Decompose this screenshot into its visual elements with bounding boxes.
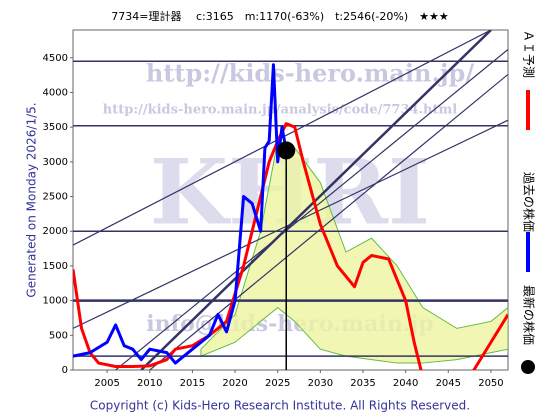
latest-point — [277, 141, 296, 160]
legend-label: 過去の株価 — [522, 172, 537, 232]
x-tick-label: 2050 — [478, 378, 503, 389]
footer: Copyright (c) Kids-Hero Research Institu… — [90, 399, 470, 413]
y-tick-label: 3500 — [43, 122, 68, 133]
chart-title: 7734=理計器 c:3165 m:1170(-63%) t:2546(-20%… — [111, 9, 449, 23]
y-tick-label: 1500 — [43, 261, 68, 272]
y-tick-label: 2500 — [43, 192, 68, 203]
y-tick-label: 3000 — [43, 157, 68, 168]
y-tick-label: 4500 — [43, 53, 68, 64]
x-tick-label: 2020 — [222, 378, 247, 389]
x-tick-label: 2005 — [94, 378, 119, 389]
x-tick-label: 2030 — [308, 378, 333, 389]
y-tick-label: 1000 — [43, 296, 68, 307]
trend-line — [115, 48, 508, 370]
y-tick-label: 4000 — [43, 87, 68, 98]
left-note: Generated on Monday 2026/1/5. — [25, 102, 39, 297]
legend-swatch — [521, 360, 535, 374]
y-tick-label: 2000 — [43, 226, 68, 237]
watermark: http://kids-hero.main.jp/analysis/code/7… — [103, 103, 458, 118]
trend-line — [73, 119, 508, 329]
legend-label: 最新の株価 — [522, 285, 537, 345]
trend-line — [149, 73, 508, 370]
x-tick-label: 2025 — [265, 378, 290, 389]
y-tick-label: 0 — [62, 365, 68, 376]
watermark: http://kids-hero.main.jp/ — [146, 59, 474, 88]
y-tick-label: 500 — [49, 330, 68, 341]
x-tick-label: 2040 — [393, 378, 418, 389]
series-line — [73, 63, 288, 365]
x-tick-label: 2010 — [137, 378, 162, 389]
plot-layer: http://kids-hero.main.jp/http://kids-her… — [73, 30, 508, 370]
x-tick-label: 2045 — [436, 378, 461, 389]
x-tick-label: 2035 — [350, 378, 375, 389]
x-tick-label: 2015 — [180, 378, 205, 389]
trend-line — [140, 30, 492, 370]
legend-label: ＡＩ予測 — [522, 30, 536, 78]
